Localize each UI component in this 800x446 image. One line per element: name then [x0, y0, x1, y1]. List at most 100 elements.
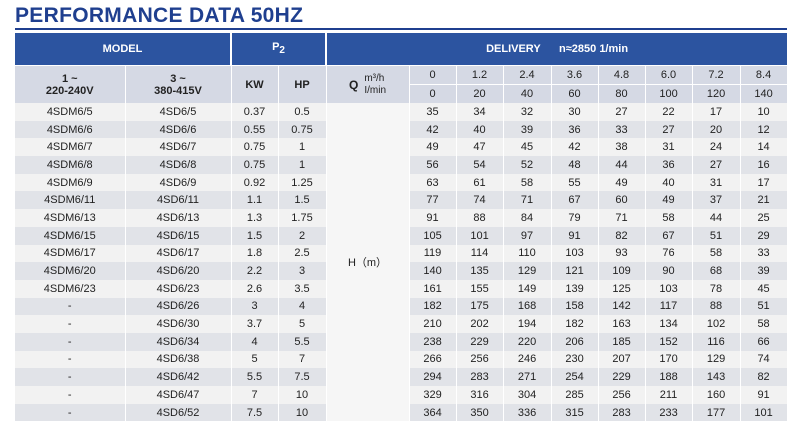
head-value-cell: 20 [692, 120, 741, 139]
head-value-cell: 329 [409, 386, 457, 404]
head-value-cell: 230 [551, 350, 599, 369]
head-value-cell: 125 [598, 279, 646, 298]
single-phase-header: 1 ~220-240V [15, 65, 126, 103]
flow-m3h-cell: 7.2 [692, 65, 741, 85]
flow-lmin-cell: 0 [409, 84, 457, 103]
three-phase-model-cell: 4SD6/34 [125, 332, 232, 351]
head-value-cell: 67 [645, 226, 693, 245]
power-hp-cell: 2 [278, 226, 327, 245]
power-hp-cell: 0.75 [278, 120, 327, 139]
power-kw-cell: 3.7 [231, 315, 279, 333]
head-value-cell: 78 [692, 279, 741, 298]
head-label-cell: H（m） [326, 103, 410, 422]
head-value-cell: 49 [645, 191, 693, 210]
head-value-cell: 304 [503, 386, 552, 404]
head-value-cell: 36 [551, 120, 599, 139]
power-kw-cell: 5.5 [231, 368, 279, 386]
head-value-cell: 109 [598, 262, 646, 280]
head-value-cell: 27 [645, 120, 693, 139]
three-phase-model-cell: 4SD6/17 [125, 244, 232, 263]
single-phase-model-cell: - [15, 315, 126, 333]
power-kw-cell: 2.2 [231, 262, 279, 280]
head-value-cell: 152 [645, 332, 693, 351]
head-value-cell: 168 [503, 297, 552, 316]
head-value-cell: 229 [598, 368, 646, 386]
head-value-cell: 79 [551, 209, 599, 227]
three-phase-header: 3 ~380-415V [125, 65, 232, 103]
single-phase-model-cell: 4SDM6/17 [15, 244, 126, 263]
head-value-cell: 71 [598, 209, 646, 227]
head-value-cell: 142 [598, 297, 646, 316]
head-value-cell: 254 [551, 368, 599, 386]
head-value-cell: 21 [740, 191, 788, 210]
head-value-cell: 25 [740, 209, 788, 227]
flow-m3h-cell: 8.4 [740, 65, 788, 85]
head-value-cell: 88 [456, 209, 504, 227]
head-value-cell: 117 [645, 297, 693, 316]
table-row: -4SD6/26 3 4 182 175 168 158 142 117 88 51 [15, 297, 788, 316]
single-phase-model-cell: - [15, 386, 126, 404]
power-hp-cell: 1 [278, 138, 327, 157]
head-value-cell: 211 [645, 386, 693, 404]
single-phase-model-cell: - [15, 297, 126, 316]
flow-lmin-cell: 100 [645, 84, 693, 103]
head-value-cell: 129 [692, 350, 741, 369]
head-value-cell: 39 [503, 120, 552, 139]
power-hp-cell: 4 [278, 297, 327, 316]
head-value-cell: 17 [692, 103, 741, 121]
power-kw-cell: 4 [231, 332, 279, 351]
head-value-cell: 177 [692, 403, 741, 422]
table-row: 4SDM6/8 4SD6/8 0.75 1 56 54 52 48 44 36 27 16 [15, 156, 788, 174]
head-value-cell: 24 [692, 138, 741, 157]
three-phase-model-cell: 4SD6/52 [125, 403, 232, 422]
table-row: 4SDM6/6 4SD6/6 0.55 0.75 42 40 39 36 33 27 20 12 [15, 120, 788, 139]
head-value-cell: 31 [692, 173, 741, 192]
head-value-cell: 158 [551, 297, 599, 316]
power-kw-cell: 7 [231, 386, 279, 404]
head-value-cell: 10 [740, 103, 788, 121]
head-value-cell: 33 [598, 120, 646, 139]
single-phase-model-cell: - [15, 350, 126, 369]
head-value-cell: 140 [409, 262, 457, 280]
power-hp-cell: 10 [278, 403, 327, 422]
table-row: 4SDM6/17 4SD6/17 1.8 2.5 119 114 110 103 93 76 58 3… [15, 244, 788, 263]
head-value-cell: 82 [598, 226, 646, 245]
single-phase-model-cell: 4SDM6/13 [15, 209, 126, 227]
single-phase-model-cell: 4SDM6/6 [15, 120, 126, 139]
head-value-cell: 135 [456, 262, 504, 280]
head-value-cell: 63 [409, 173, 457, 192]
head-value-cell: 91 [409, 209, 457, 227]
head-value-cell: 38 [598, 138, 646, 157]
head-value-cell: 134 [645, 315, 693, 333]
head-value-cell: 175 [456, 297, 504, 316]
head-value-cell: 316 [456, 386, 504, 404]
head-value-cell: 170 [645, 350, 693, 369]
power-hp-cell: 2.5 [278, 244, 327, 263]
head-value-cell: 103 [551, 244, 599, 263]
three-phase-model-cell: 4SD6/38 [125, 350, 232, 369]
power-kw-cell: 1.1 [231, 191, 279, 210]
table-row: 4SDM6/7 4SD6/7 0.75 1 49 47 45 42 38 31 24 14 [15, 138, 788, 157]
head-value-cell: 44 [598, 156, 646, 174]
title-underline [15, 28, 787, 30]
flow-lmin-cell: 140 [740, 84, 788, 103]
three-phase-model-cell: 4SD6/42 [125, 368, 232, 386]
head-value-cell: 48 [551, 156, 599, 174]
power-kw-cell: 0.75 [231, 138, 279, 157]
head-value-cell: 294 [409, 368, 457, 386]
flow-lmin-cell: 80 [598, 84, 646, 103]
head-value-cell: 182 [551, 315, 599, 333]
three-phase-model-cell: 4SD6/11 [125, 191, 232, 210]
three-phase-model-cell: 4SD6/5 [125, 103, 232, 121]
page-title: PERFORMANCE DATA 50HZ [15, 4, 304, 27]
head-value-cell: 42 [551, 138, 599, 157]
three-phase-model-cell: 4SD6/15 [125, 226, 232, 245]
model-header: MODEL [15, 33, 233, 66]
head-value-cell: 32 [503, 103, 552, 121]
head-value-cell: 34 [456, 103, 504, 121]
head-value-cell: 220 [503, 332, 552, 351]
table-row: 4SDM6/23 4SD6/23 2.6 3.5 161 155 149 139 125 103 7… [15, 279, 788, 298]
head-value-cell: 84 [503, 209, 552, 227]
head-value-cell: 143 [692, 368, 741, 386]
